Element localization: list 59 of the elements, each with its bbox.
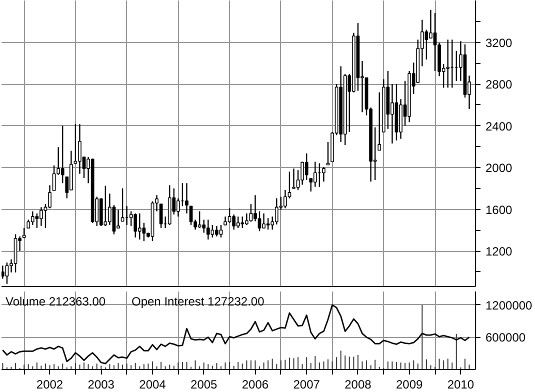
candlestick [202, 219, 206, 234]
candlestick [446, 39, 450, 88]
candlestick [378, 92, 382, 151]
candlestick [292, 168, 296, 189]
candlestick [249, 203, 253, 222]
candlestick [138, 212, 142, 240]
candlestick [189, 206, 193, 226]
candlestick [232, 214, 236, 230]
candlestick [30, 210, 34, 226]
candlestick [326, 141, 330, 166]
candlestick [60, 125, 64, 184]
candlestick [176, 198, 180, 218]
candlestick [120, 188, 124, 222]
candlestick [219, 224, 223, 238]
x-tick-label: 2006 [242, 378, 269, 392]
candlestick [240, 216, 244, 229]
candlestick [236, 216, 240, 229]
annotation: Volume 212363.00 [6, 294, 106, 308]
x-tick-label: 2002 [36, 378, 64, 392]
candlestick [304, 152, 308, 181]
x-tick-label: 2003 [88, 378, 115, 392]
annotation: Open Interest 127232.00 [132, 294, 265, 308]
y-tick-label: 2000 [486, 161, 513, 176]
candlestick [433, 12, 437, 72]
y-tick-label: 1200000 [486, 298, 533, 312]
x-tick-label: 2008 [344, 378, 372, 392]
y-tick-label: 2400 [486, 119, 513, 134]
y-tick-label: 600000 [486, 330, 526, 345]
candlestick [104, 185, 108, 227]
candlestick [185, 182, 188, 214]
candlestick [228, 208, 232, 224]
candlestick [198, 210, 202, 229]
candlestick [5, 262, 9, 284]
y-tick-label: 1200 [486, 244, 513, 259]
candlestick [313, 161, 317, 188]
y-tick-label: 2800 [486, 78, 513, 92]
y-tick-label: 3200 [486, 36, 513, 50]
candlestick [322, 166, 326, 182]
candlestick [134, 212, 138, 238]
candlestick [244, 212, 248, 226]
candlestick [78, 124, 82, 174]
candlestick [35, 212, 39, 229]
x-tick-label: 2005 [190, 378, 218, 392]
candlestick [274, 198, 278, 225]
candlestick [22, 227, 26, 238]
x-tick-label: 2009 [396, 378, 423, 392]
candlestick [116, 209, 120, 229]
candlestick [159, 203, 163, 229]
y-tick-label: 1600 [486, 202, 513, 217]
candlestick [52, 164, 56, 192]
candlestick [2, 265, 4, 280]
candlestick [210, 224, 214, 238]
x-tick-label: 2004 [139, 378, 166, 392]
candlestick [48, 184, 52, 209]
candlestick [266, 218, 270, 230]
x-tick-label: 2007 [293, 378, 320, 392]
candlestick [142, 222, 146, 242]
candlestick [206, 219, 210, 240]
x-tick-label: 2010 [447, 378, 474, 392]
